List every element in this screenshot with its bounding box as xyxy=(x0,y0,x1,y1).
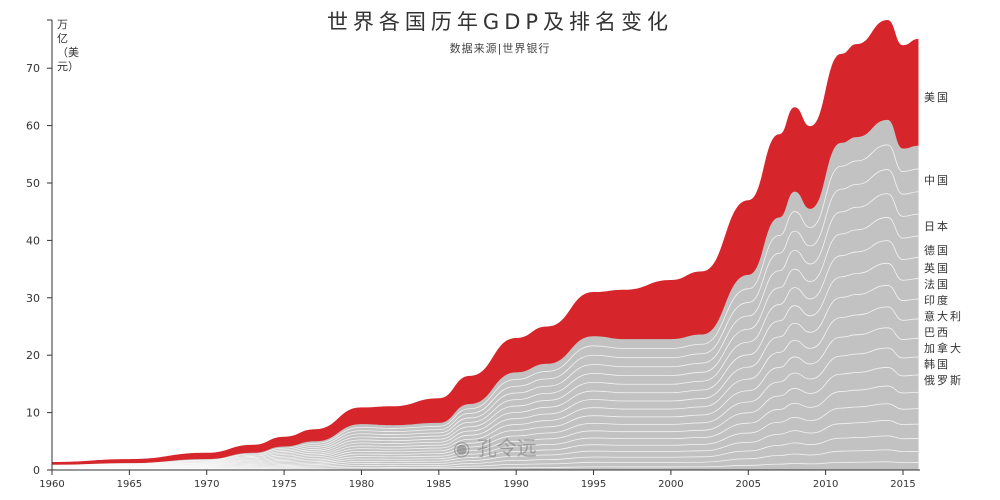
y-tick-label: 70 xyxy=(26,62,40,75)
x-tick-label: 1965 xyxy=(117,479,142,490)
watermark-text: 孔令远 xyxy=(476,436,537,460)
y-tick-label: 10 xyxy=(26,407,40,420)
country-label: 美国 xyxy=(924,91,950,104)
y-tick-label: 20 xyxy=(26,349,40,362)
country-label: 巴西 xyxy=(924,326,950,339)
country-band-line xyxy=(51,435,919,470)
country-label: 印度 xyxy=(924,294,950,307)
country-band-line xyxy=(51,367,919,469)
country-label: 俄罗斯 xyxy=(924,374,963,387)
watermark: ◉ 孔令远 xyxy=(453,436,537,460)
x-tick-label: 2005 xyxy=(736,479,761,490)
country-band-line xyxy=(51,449,919,471)
x-tick-label: 1960 xyxy=(39,479,64,490)
country-label: 法国 xyxy=(924,278,950,291)
x-tick-label: 2000 xyxy=(658,479,683,490)
x-tick-label: 1995 xyxy=(581,479,606,490)
chart-title: 世界各国历年GDP及排名变化 xyxy=(326,10,674,34)
country-band-line xyxy=(51,461,919,471)
x-tick-label: 2010 xyxy=(813,479,838,490)
country-band-line xyxy=(51,327,919,469)
x-tick-label: 1990 xyxy=(503,479,528,490)
x-tick-label: 1985 xyxy=(426,479,451,490)
country-label: 意大利 xyxy=(924,310,963,323)
y-tick-label: 60 xyxy=(26,120,40,133)
x-tick-label: 2015 xyxy=(890,479,915,490)
country-band-line xyxy=(51,169,919,466)
country-label: 日本 xyxy=(924,220,950,233)
y-tick-label: 50 xyxy=(26,177,40,190)
country-band-line xyxy=(51,240,919,468)
y-tick-label: 0 xyxy=(33,464,40,477)
x-tick-label: 1970 xyxy=(194,479,219,490)
country-band-line xyxy=(51,262,919,468)
area-other-countries xyxy=(52,119,919,471)
country-band-line xyxy=(51,193,919,467)
country-band-line xyxy=(51,385,919,470)
y-tick-label: 30 xyxy=(26,292,40,305)
y-tick-label: 40 xyxy=(26,234,40,247)
country-band-line xyxy=(51,347,919,469)
country-label: 韩国 xyxy=(924,358,950,371)
country-label: 英国 xyxy=(924,262,950,275)
chart-subtitle: 数据来源|世界银行 xyxy=(449,42,551,55)
country-label: 德国 xyxy=(924,244,950,257)
country-label: 加拿大 xyxy=(924,342,963,355)
country-band-line xyxy=(51,217,919,467)
country-band-line xyxy=(51,403,919,470)
country-band-line xyxy=(51,306,919,468)
x-tick-label: 1975 xyxy=(271,479,296,490)
country-band-line xyxy=(51,420,919,470)
country-band-line xyxy=(51,144,919,466)
country-band-line xyxy=(51,285,919,468)
x-tick-label: 1980 xyxy=(349,479,374,490)
country-label: 中国 xyxy=(924,174,950,187)
